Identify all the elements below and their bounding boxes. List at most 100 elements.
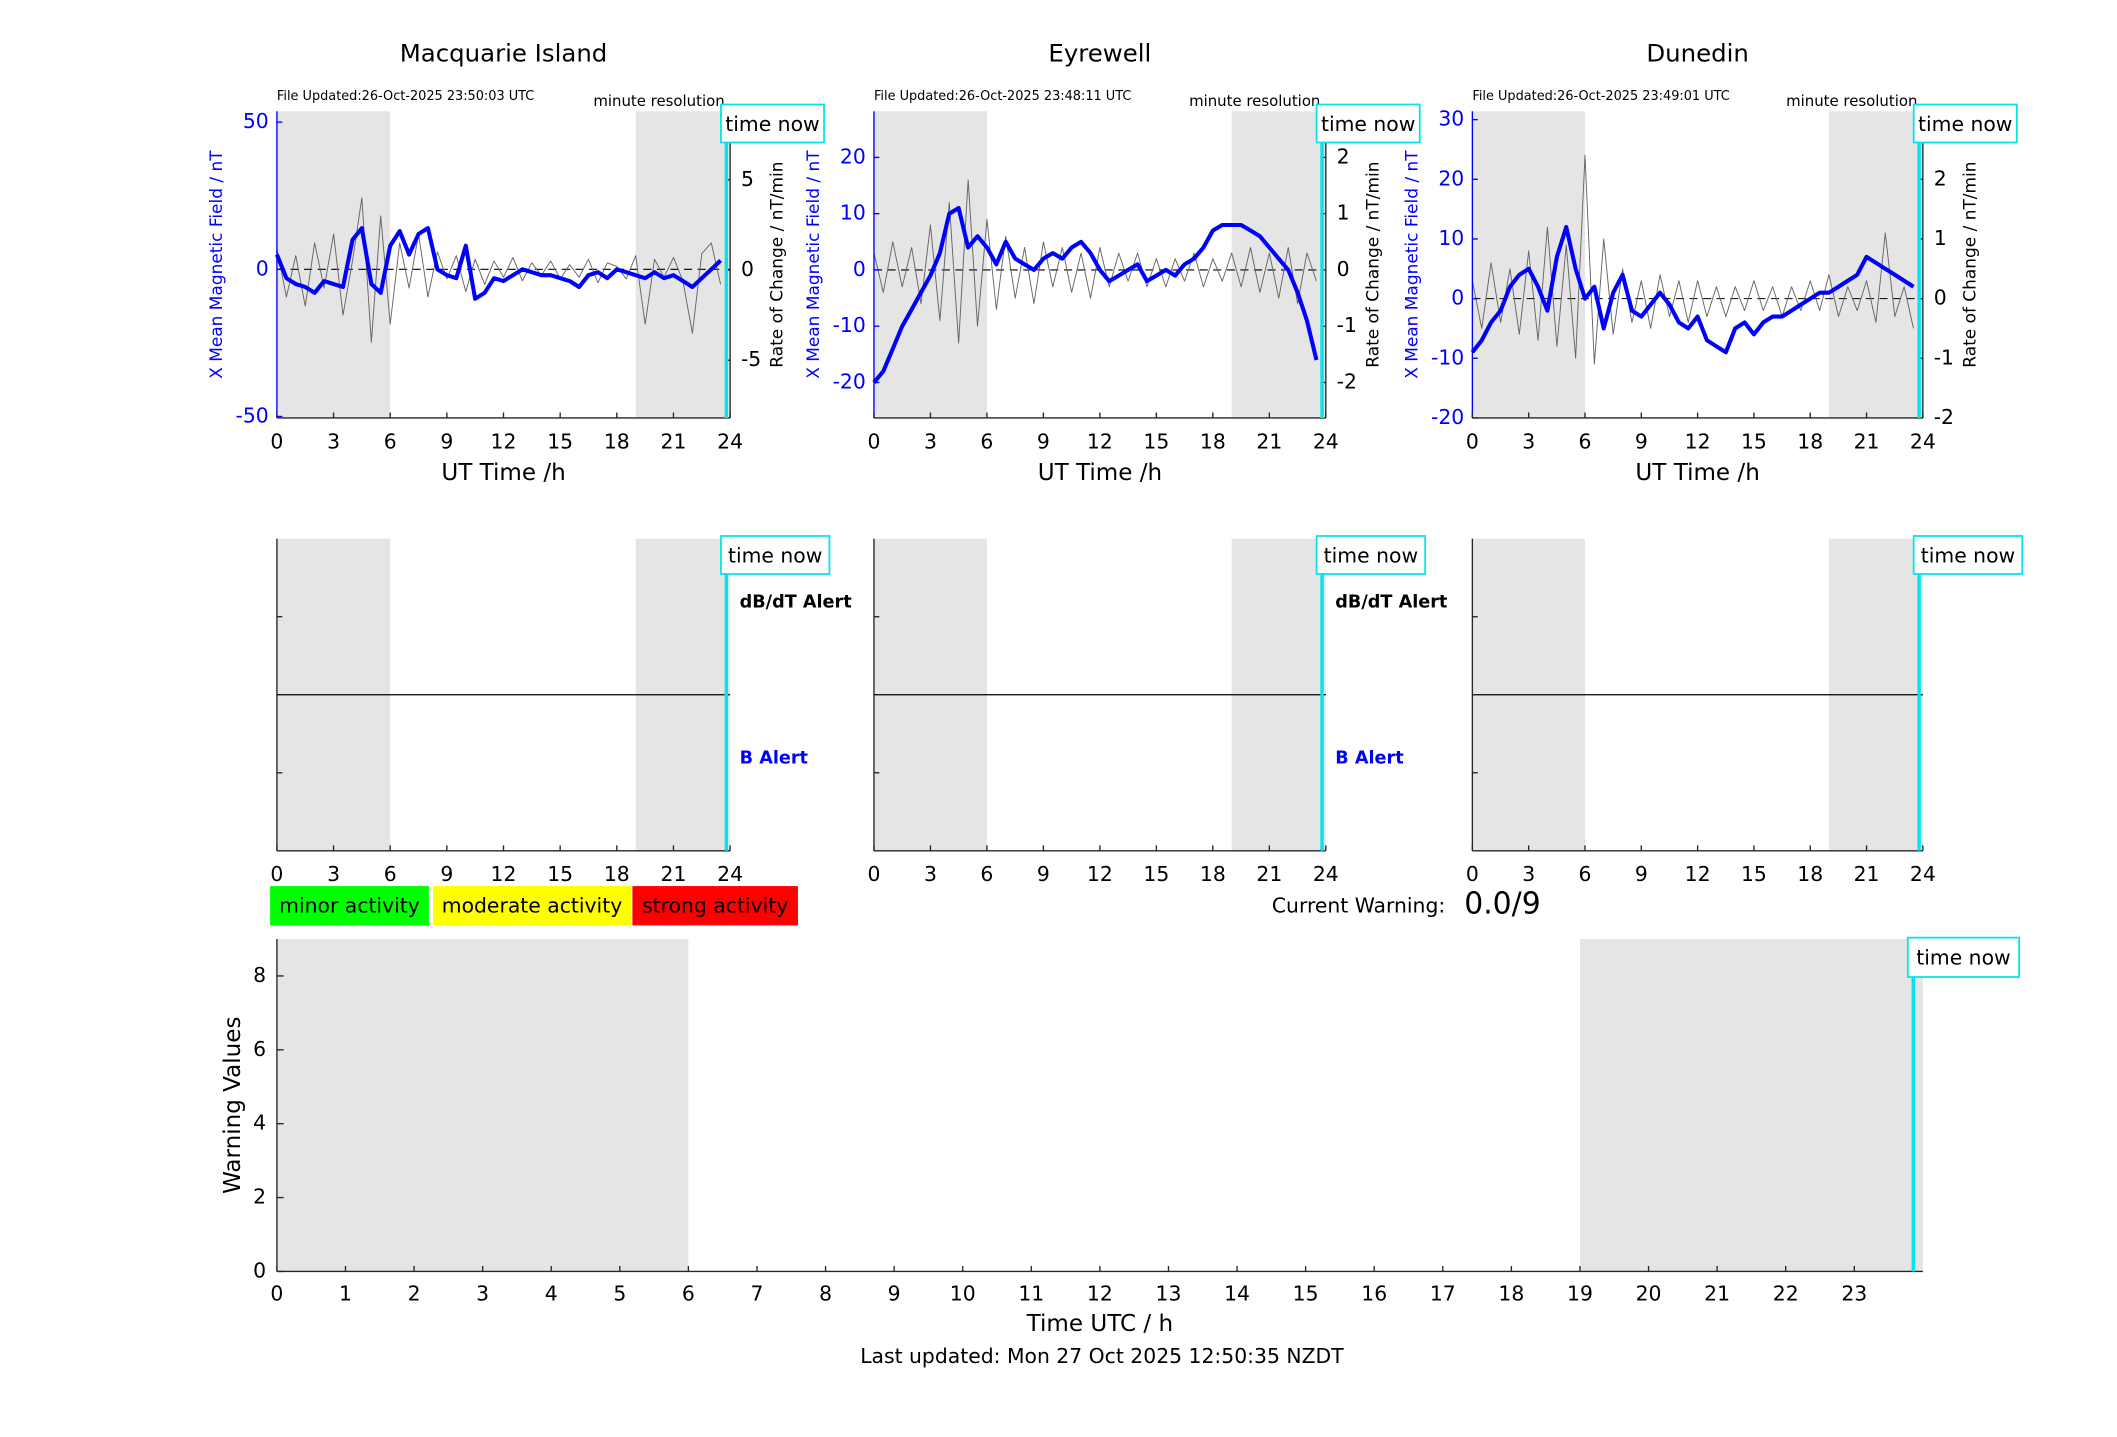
y-tick-label: -50 (236, 403, 269, 427)
x-axis-label: UT Time /h (1038, 460, 1162, 486)
x-tick-label: 6 (682, 1282, 695, 1306)
current-warning-label: Current Warning: (1272, 893, 1445, 917)
x-tick-label: 8 (819, 1282, 832, 1306)
y-tick-label: -20 (1431, 405, 1464, 429)
chart-title: Eyrewell (1048, 38, 1151, 67)
y-tick-label: -10 (833, 313, 866, 337)
x-tick-label: 21 (661, 429, 687, 453)
file-updated: File Updated:26-Oct-2025 23:49:01 UTC (1472, 89, 1729, 104)
x-tick-label: 11 (1018, 1282, 1044, 1306)
current-warning-value: 0.0/9 (1464, 887, 1541, 922)
b-alert-label: B Alert (740, 749, 809, 769)
x-tick-label: 7 (751, 1282, 764, 1306)
night-shading (873, 111, 987, 418)
x-tick-label: 4 (545, 1282, 558, 1306)
x-tick-label: 15 (1741, 862, 1767, 886)
x-tick-label: 6 (384, 429, 397, 453)
y-tick-label: -10 (1431, 345, 1464, 369)
time-now-label: time now (1918, 112, 2012, 136)
x-tick-label: 21 (1854, 429, 1880, 453)
night-shading (276, 111, 391, 418)
db-alert-label: dB/dT Alert (740, 592, 853, 612)
x-tick-label: 18 (1200, 862, 1226, 886)
time-now-label: time now (728, 543, 822, 567)
chart-title: Dunedin (1646, 38, 1749, 67)
x-tick-label: 0 (1466, 429, 1479, 453)
x-tick-label: 1 (339, 1282, 352, 1306)
x-tick-label: 3 (327, 862, 340, 886)
y-axis-label: X Mean Magnetic Field / nT (1402, 150, 1422, 379)
time-now-label: time now (725, 112, 819, 136)
y-tick-label: 30 (1438, 107, 1464, 131)
x-tick-label: 6 (384, 862, 397, 886)
x-tick-label: 15 (1741, 429, 1767, 453)
chart-title: Macquarie Island (400, 38, 608, 67)
y-axis-label: X Mean Magnetic Field / nT (206, 150, 226, 379)
y2-axis-label: Rate of Change / nT/min (767, 162, 787, 368)
y-tick-label: 20 (840, 144, 866, 168)
x-tick-label: 3 (924, 862, 937, 886)
x-axis-label: Time UTC / h (1026, 1311, 1173, 1337)
time-now-box (1912, 535, 2024, 575)
resolution-label: minute resolution (593, 92, 724, 110)
y2-tick-label: 2 (1337, 144, 1350, 168)
time-now-box (1912, 103, 2018, 144)
legend-label: strong activity (642, 893, 788, 917)
footer: Last updated: Mon 27 Oct 2025 12:50:35 N… (860, 1344, 1344, 1368)
night-shading (1579, 939, 1923, 1272)
x-tick-label: 0 (867, 862, 880, 886)
rate-line (1471, 154, 1914, 365)
legend-swatch (270, 886, 429, 926)
y-axis-label: X Mean Magnetic Field / nT (803, 150, 823, 379)
x-tick-label: 3 (924, 429, 937, 453)
x-tick-label: 0 (1466, 862, 1479, 886)
x-tick-label: 16 (1361, 1282, 1387, 1306)
time-now-label: time now (1921, 543, 2015, 567)
x-tick-label: 0 (270, 429, 283, 453)
x-tick-label: 3 (476, 1282, 489, 1306)
x-tick-label: 9 (1635, 862, 1648, 886)
x-axis-label: UT Time /h (441, 460, 565, 486)
x-tick-label: 24 (1313, 429, 1339, 453)
x-tick-label: 19 (1567, 1282, 1593, 1306)
x-tick-label: 21 (1854, 862, 1880, 886)
x-tick-label: 15 (1143, 862, 1169, 886)
x-tick-label: 17 (1430, 1282, 1456, 1306)
x-tick-label: 23 (1841, 1282, 1867, 1306)
time-now-label: time now (1321, 112, 1415, 136)
y2-tick-label: 5 (741, 167, 754, 191)
x-tick-label: 6 (980, 429, 993, 453)
y2-tick-label: 0 (1934, 286, 1947, 310)
x-tick-label: 9 (1635, 429, 1648, 453)
y-tick-label: 50 (243, 109, 269, 133)
x-tick-label: 18 (604, 862, 630, 886)
x-tick-label: 21 (1256, 862, 1282, 886)
x-tick-label: 12 (491, 862, 517, 886)
y2-tick-label: 0 (1337, 257, 1350, 281)
x-tick-label: 9 (1037, 429, 1050, 453)
y-tick-label: 10 (840, 201, 866, 225)
legend-label: minor activity (279, 893, 420, 917)
legend-label: moderate activity (442, 893, 622, 917)
y-tick-label: 2 (253, 1185, 266, 1209)
x-tick-label: 6 (980, 862, 993, 886)
time-now-box (720, 535, 831, 575)
x-tick-label: 14 (1224, 1282, 1250, 1306)
y-tick-label: 0 (253, 1258, 266, 1282)
night-shading (276, 939, 689, 1272)
x-tick-label: 9 (888, 1282, 901, 1306)
x-tick-label: 15 (1143, 429, 1169, 453)
field-line (1470, 224, 1915, 355)
b-alert-label: B Alert (1335, 749, 1404, 769)
x-tick-label: 3 (1522, 429, 1535, 453)
resolution-label: minute resolution (1189, 92, 1320, 110)
x-tick-label: 3 (1522, 862, 1535, 886)
time-now-box (1315, 103, 1421, 144)
time-now-box (1315, 535, 1427, 575)
y-tick-label: 0 (1451, 286, 1464, 310)
x-tick-label: 6 (1579, 862, 1592, 886)
x-tick-label: 24 (1910, 429, 1936, 453)
x-tick-label: 21 (1704, 1282, 1730, 1306)
y2-axis-label: Rate of Change / nT/min (1362, 162, 1382, 368)
x-tick-label: 15 (547, 862, 573, 886)
